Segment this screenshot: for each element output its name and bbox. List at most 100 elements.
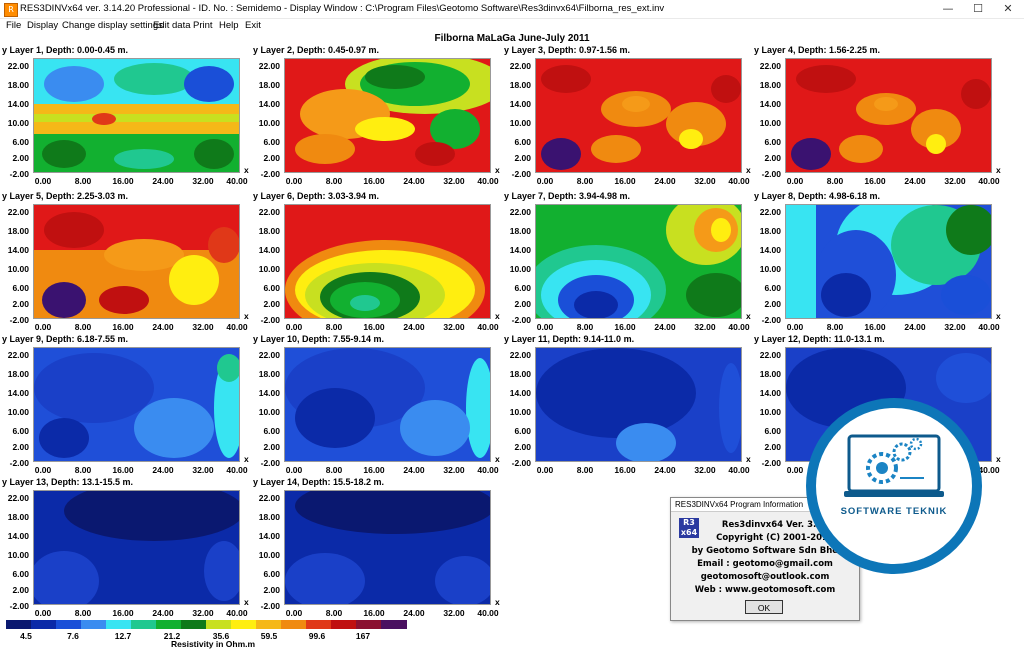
x-tick: 16.00 xyxy=(864,322,886,332)
color-swatch xyxy=(231,620,257,629)
y-tick: 2.00 xyxy=(263,153,280,163)
x-tick: 40.00 xyxy=(226,608,248,618)
x-tick: 40.00 xyxy=(728,465,750,475)
layer-1-panel: y Layer 1, Depth: 0.00-0.45 m. 22.00 18.… xyxy=(0,45,250,186)
contour-map xyxy=(34,59,239,172)
y-tick: 22.00 xyxy=(759,61,781,71)
color-swatch xyxy=(31,620,57,629)
x-axis-label: x xyxy=(495,597,500,607)
contour-map xyxy=(285,59,490,172)
y-tick: 2.00 xyxy=(263,585,280,595)
layer-4-panel: y Layer 4, Depth: 1.56-2.25 m. 22.00 18.… xyxy=(752,45,1002,186)
layer-6-panel: y Layer 6, Depth: 3.03-3.94 m. 22.00 18.… xyxy=(251,191,501,332)
y-tick: 18.00 xyxy=(759,80,781,90)
contour-plot xyxy=(33,204,240,319)
y-tick: 2.00 xyxy=(263,299,280,309)
y-tick: 2.00 xyxy=(764,153,781,163)
layer-title: y Layer 14, Depth: 15.5-18.2 m. xyxy=(253,477,385,487)
y-tick: -2.00 xyxy=(9,169,29,179)
y-tick: 10.00 xyxy=(258,407,280,417)
x-tick: 16.00 xyxy=(363,176,385,186)
contour-map xyxy=(34,205,239,318)
contour-map xyxy=(34,491,239,604)
app-icon[interactable]: R xyxy=(4,3,18,17)
y-tick: 18.00 xyxy=(258,80,280,90)
color-scale-label: 59.5 xyxy=(260,631,278,641)
color-swatch xyxy=(56,620,82,629)
color-swatch xyxy=(206,620,232,629)
x-tick: 16.00 xyxy=(112,176,134,186)
y-tick: 22.00 xyxy=(258,61,280,71)
x-tick: 32.00 xyxy=(694,176,716,186)
x-tick: 24.00 xyxy=(403,465,425,475)
x-tick: 16.00 xyxy=(614,322,636,332)
contour-plot xyxy=(785,204,992,319)
menu-change-display-settings[interactable]: Change display settings xyxy=(62,20,163,31)
menu-help[interactable]: Help xyxy=(219,20,239,31)
window-title: RES3DINVx64 ver. 3.14.20 Professional - … xyxy=(20,3,665,14)
x-tick: 24.00 xyxy=(403,322,425,332)
color-scale-title: Resistivity in Ohm.m xyxy=(171,639,256,649)
y-tick: 14.00 xyxy=(759,388,781,398)
x-tick: 32.00 xyxy=(192,608,214,618)
layer-title: y Layer 7, Depth: 3.94-4.98 m. xyxy=(504,191,631,201)
x-tick: 8.00 xyxy=(325,322,343,332)
color-swatch xyxy=(331,620,357,629)
layer-13-panel: y Layer 13, Depth: 13.1-15.5 m. 22.00 18… xyxy=(0,477,250,618)
contour-plot xyxy=(535,58,742,173)
y-tick: 22.00 xyxy=(509,350,531,360)
y-tick: 10.00 xyxy=(7,550,29,560)
y-tick: 14.00 xyxy=(7,388,29,398)
y-tick: 18.00 xyxy=(509,369,531,379)
x-tick: 40.00 xyxy=(978,176,1000,186)
y-tick: 14.00 xyxy=(7,99,29,109)
menu-file[interactable]: File xyxy=(6,20,22,31)
y-tick: 2.00 xyxy=(764,442,781,452)
y-tick: 2.00 xyxy=(12,153,29,163)
menu-display[interactable]: Display xyxy=(27,20,59,31)
contour-plot xyxy=(284,204,491,319)
color-swatch xyxy=(381,620,407,629)
x-tick: 16.00 xyxy=(614,465,636,475)
color-swatch xyxy=(181,620,207,629)
x-tick: 0.00 xyxy=(786,322,804,332)
close-button[interactable]: ✕ xyxy=(1003,2,1013,15)
contour-map xyxy=(34,348,239,461)
y-tick: 14.00 xyxy=(258,245,280,255)
y-tick: 2.00 xyxy=(12,442,29,452)
x-tick: 0.00 xyxy=(285,176,303,186)
x-tick: 32.00 xyxy=(192,176,214,186)
contour-map xyxy=(786,205,991,318)
color-swatch xyxy=(156,620,182,629)
x-axis-label: x xyxy=(244,311,249,321)
y-tick: 14.00 xyxy=(258,99,280,109)
color-swatch xyxy=(356,620,382,629)
color-scale-label: 7.6 xyxy=(67,631,79,641)
x-tick: 40.00 xyxy=(226,322,248,332)
logo-inner xyxy=(816,408,972,564)
ok-button[interactable]: OK xyxy=(745,600,783,614)
x-axis-label: x xyxy=(746,454,751,464)
menu-print[interactable]: Print xyxy=(193,20,213,31)
y-tick: 6.00 xyxy=(12,426,29,436)
x-tick: 0.00 xyxy=(536,465,554,475)
layer-3-panel: y Layer 3, Depth: 0.97-1.56 m. 22.00 18.… xyxy=(502,45,752,186)
x-axis-label: x xyxy=(495,165,500,175)
minimize-button[interactable]: — xyxy=(942,2,954,15)
contour-plot xyxy=(33,347,240,462)
y-tick: 22.00 xyxy=(7,350,29,360)
dialog-email: Email : geotomo@gmail.com xyxy=(697,559,833,569)
maximize-button[interactable]: ☐ xyxy=(973,2,983,15)
x-tick: 0.00 xyxy=(34,608,52,618)
program-info-dialog: RES3DINVx64 Program Information R3 x64 R… xyxy=(670,497,860,621)
y-tick: 22.00 xyxy=(7,493,29,503)
x-tick: 24.00 xyxy=(403,176,425,186)
menu-exit[interactable]: Exit xyxy=(245,20,261,31)
main-title: Filborna MaLaGa June-July 2011 xyxy=(434,33,590,44)
x-tick: 40.00 xyxy=(978,322,1000,332)
layer-title: y Layer 11, Depth: 9.14-11.0 m. xyxy=(504,334,635,344)
x-tick: 40.00 xyxy=(477,465,499,475)
menu-edit-data[interactable]: Edit data xyxy=(153,20,191,31)
x-tick: 8.00 xyxy=(325,176,343,186)
x-tick: 40.00 xyxy=(728,176,750,186)
